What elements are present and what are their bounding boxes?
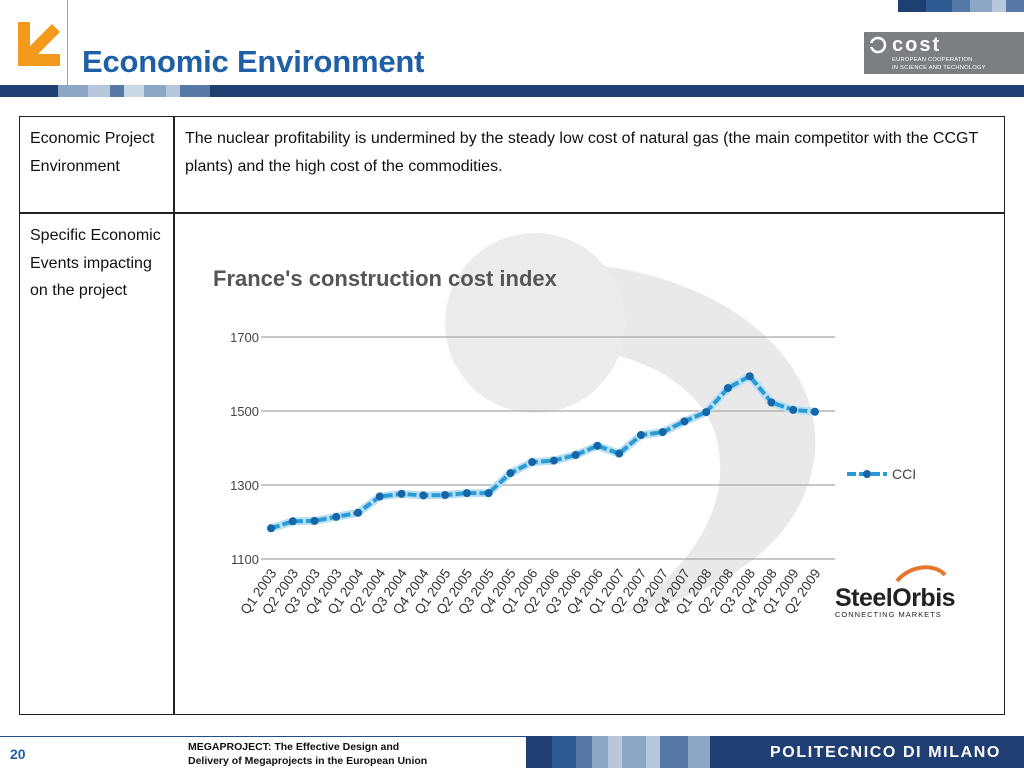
data-point xyxy=(267,524,275,533)
legend-label: CCI xyxy=(892,466,916,482)
steelorbis-orbit-icon xyxy=(895,565,947,583)
data-point xyxy=(528,458,537,467)
footer-rule xyxy=(0,736,526,737)
y-tick-label: 1100 xyxy=(231,552,259,567)
cost-subtitle-2: IN SCIENCE AND TECHNOLOGY xyxy=(892,65,986,71)
data-point xyxy=(441,490,450,499)
footer-line-2: Delivery of Megaprojects in the European… xyxy=(188,755,428,767)
cost-subtitle-1: EUROPEAN COOPERATION xyxy=(892,57,973,63)
data-point xyxy=(549,456,558,465)
watermark-circle xyxy=(445,233,625,413)
data-point xyxy=(375,492,384,501)
footer-project-text: MEGAPROJECT: The Effective Design and De… xyxy=(188,740,427,768)
cost-brand-mark xyxy=(868,36,887,54)
legend-swatch-point xyxy=(863,470,871,478)
data-point xyxy=(767,398,776,407)
page-title: Economic Environment xyxy=(82,44,425,79)
data-point xyxy=(462,489,471,498)
table-column-divider xyxy=(173,117,175,714)
footer-brand: POLITECNICO DI MILANO xyxy=(770,744,1001,761)
row-2-label: Specific Economic Events impacting on th… xyxy=(30,227,161,299)
table-row-divider xyxy=(20,212,1004,214)
footer-color-bar xyxy=(526,736,1024,768)
data-point xyxy=(593,441,602,450)
data-point xyxy=(419,491,428,500)
data-point xyxy=(310,516,319,525)
data-point xyxy=(397,489,406,498)
data-point xyxy=(811,407,819,416)
content-table: Economic Project Environment The nuclear… xyxy=(19,116,1005,715)
page-number: 20 xyxy=(10,746,26,762)
row-1-label: Economic Project Environment xyxy=(30,130,155,175)
data-point xyxy=(571,451,580,460)
data-point xyxy=(789,405,798,414)
series-line xyxy=(270,374,816,531)
data-point xyxy=(658,428,667,437)
watermark-swoosh xyxy=(475,263,816,613)
cost-brand-text: cost xyxy=(892,34,942,56)
data-point xyxy=(288,517,297,526)
data-point xyxy=(680,417,689,426)
top-color-strip xyxy=(898,0,1024,12)
y-tick-label: 1300 xyxy=(230,478,259,493)
chart-title: France's construction cost index xyxy=(213,266,558,291)
y-tick-label: 1500 xyxy=(230,404,259,419)
data-point xyxy=(506,469,515,478)
data-point xyxy=(484,489,493,498)
footer-line-1: MEGAPROJECT: The Effective Design and xyxy=(188,741,400,753)
row-1-content: The nuclear profitability is undermined … xyxy=(185,130,978,175)
data-point xyxy=(702,408,711,417)
polimi-arrow-logo xyxy=(0,0,69,86)
data-point xyxy=(354,508,363,517)
data-point xyxy=(723,384,732,393)
y-tick-label: 1700 xyxy=(230,330,259,345)
cci-chart: France's construction cost index 1100 1300… xyxy=(213,233,956,619)
steelorbis-tagline: CONNECTING MARKETS xyxy=(835,610,942,619)
header-divider-bar xyxy=(0,85,1024,97)
data-point xyxy=(636,431,645,440)
cost-logo: cost EUROPEAN COOPERATION IN SCIENCE AND… xyxy=(864,32,1024,74)
data-point xyxy=(745,372,754,381)
steelorbis-logo-text: SteelOrbis xyxy=(835,584,955,612)
data-point xyxy=(615,449,624,458)
data-point xyxy=(332,512,341,521)
